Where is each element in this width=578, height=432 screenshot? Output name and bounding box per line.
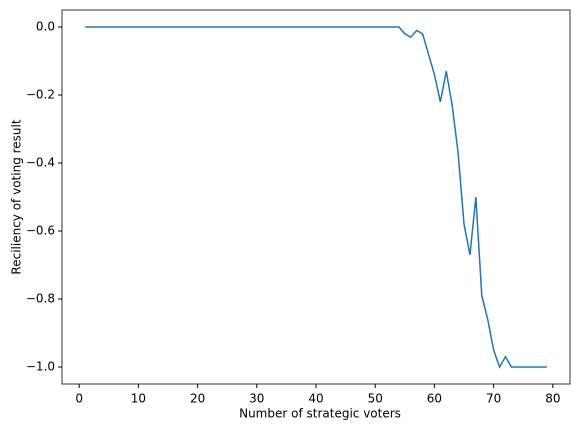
y-axis-label: Reciliency of voting result xyxy=(10,119,24,274)
y-tick-label: −0.4 xyxy=(26,156,55,170)
x-tick-label: 80 xyxy=(545,392,560,406)
x-tick-label: 10 xyxy=(131,392,146,406)
x-tick-label: 20 xyxy=(190,392,205,406)
x-axis-label: Number of strategic voters xyxy=(239,407,401,421)
x-tick-label: 0 xyxy=(75,392,83,406)
x-tick-label: 70 xyxy=(486,392,501,406)
x-tick-label: 40 xyxy=(308,392,323,406)
plot-frame xyxy=(61,9,571,385)
y-tick-label: −0.2 xyxy=(26,88,55,102)
y-tick-label: −0.8 xyxy=(26,292,55,306)
x-tick-label: 30 xyxy=(249,392,264,406)
line-series xyxy=(85,26,547,369)
x-tick-label: 60 xyxy=(427,392,442,406)
y-tick-label: −1.0 xyxy=(26,360,55,374)
y-tick-label: 0.0 xyxy=(36,20,55,34)
x-tick-label: 50 xyxy=(368,392,383,406)
y-tick-label: −0.6 xyxy=(26,224,55,238)
